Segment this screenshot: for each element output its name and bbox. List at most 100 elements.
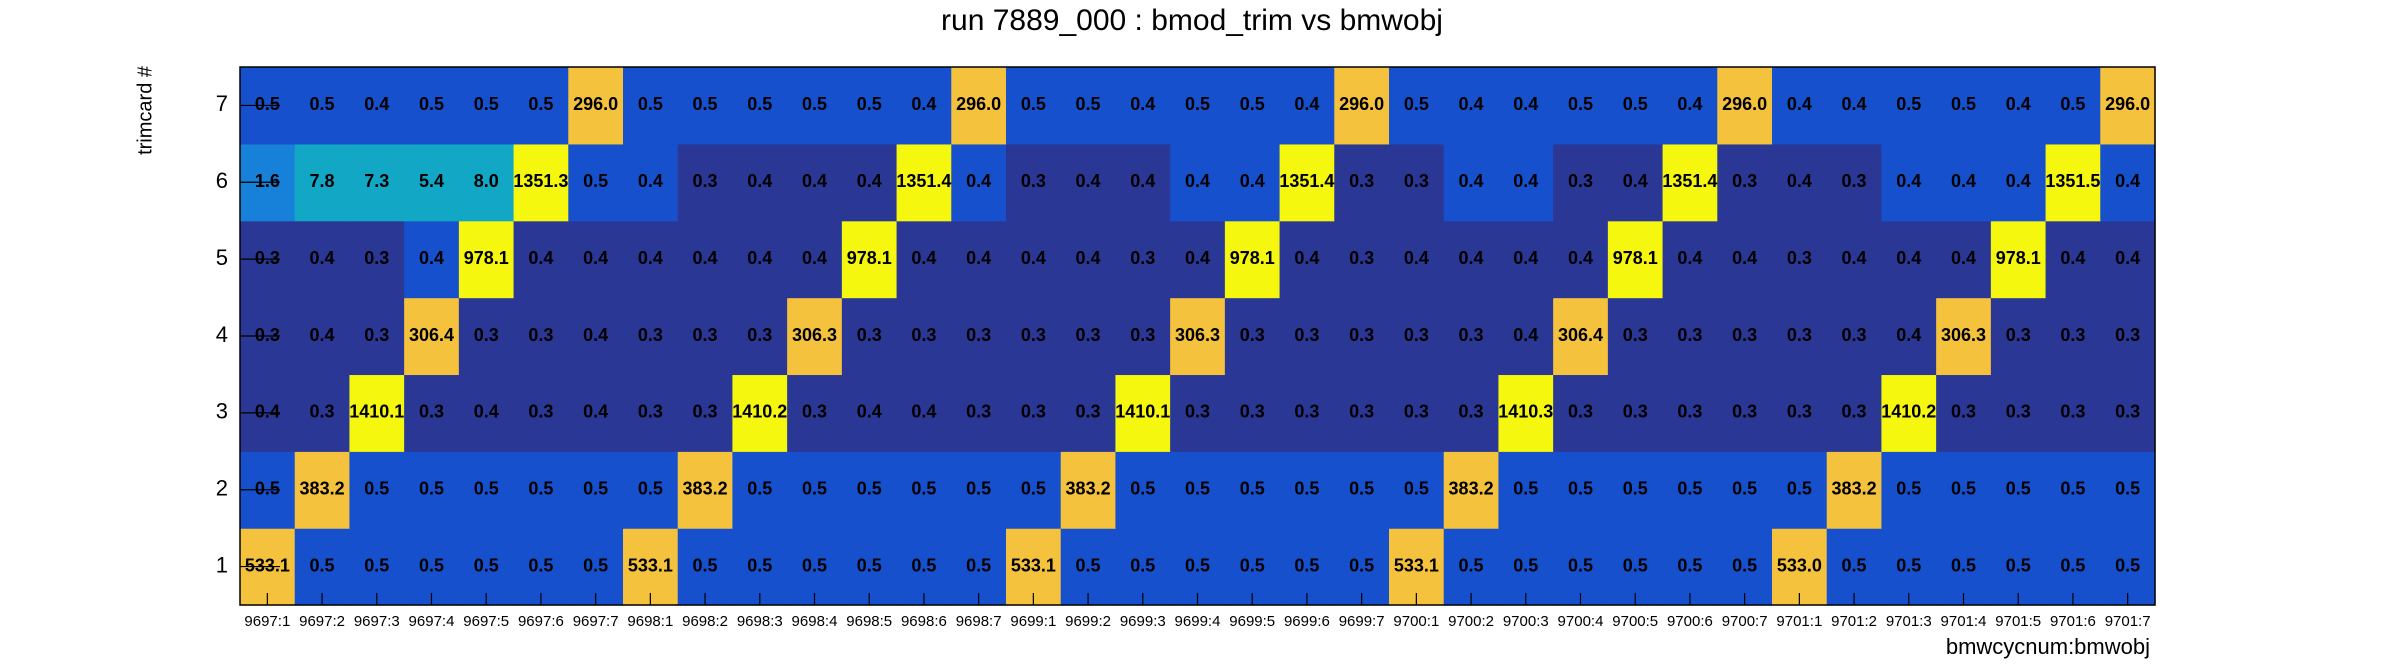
cell — [732, 297, 788, 376]
cell — [1990, 297, 2047, 376]
cell — [896, 67, 952, 145]
y-tick-label: 3 — [216, 399, 228, 424]
cell — [458, 220, 515, 299]
cell — [349, 374, 405, 452]
cell-label: 0.5 — [1130, 478, 1155, 498]
cell-label: 533.1 — [1394, 555, 1439, 575]
cell — [294, 220, 351, 299]
cell-label: 0.3 — [2060, 402, 2085, 422]
cell-label: 0.4 — [1787, 171, 1812, 191]
cell-label: 0.5 — [364, 555, 389, 575]
cell-label: 0.4 — [528, 248, 553, 268]
cell-label: 0.4 — [1623, 171, 1648, 191]
cell — [896, 528, 952, 606]
cell-label: 0.4 — [1459, 171, 1484, 191]
cell — [677, 374, 734, 452]
cell-label: 0.3 — [1787, 248, 1812, 268]
cell — [1772, 297, 1828, 376]
chart-title: run 7889_000 : bmod_trim vs bmwobj — [941, 4, 1443, 37]
cell — [951, 143, 1007, 222]
cell-label: 0.5 — [1568, 94, 1593, 114]
cell-label: 0.5 — [1677, 478, 1702, 498]
cell — [349, 297, 405, 376]
cell-label: 0.5 — [802, 94, 827, 114]
cell — [787, 143, 843, 222]
cell — [1990, 451, 2047, 529]
cell-label: 0.4 — [1513, 325, 1538, 345]
cell-label: 0.4 — [2006, 94, 2031, 114]
cell — [1826, 528, 1883, 606]
cell-label: 0.3 — [1349, 402, 1374, 422]
cell — [1060, 67, 1117, 145]
cell — [1936, 374, 1992, 452]
cell — [787, 451, 843, 529]
x-tick-label: 9697:3 — [354, 613, 400, 630]
cell-label: 0.3 — [1404, 402, 1429, 422]
cell — [1498, 374, 1554, 452]
cell — [2100, 528, 2156, 606]
cell — [1498, 297, 1554, 376]
cell-label: 0.5 — [583, 555, 608, 575]
cell-label: 0.5 — [419, 555, 444, 575]
cell — [1443, 528, 1500, 606]
cell — [1881, 374, 1937, 452]
cell — [2045, 451, 2101, 529]
x-tick-label: 9700:2 — [1448, 613, 1494, 630]
cell-label: 0.5 — [1951, 478, 1976, 498]
cell — [1389, 220, 1445, 299]
cell — [2100, 451, 2156, 529]
cell-label: 0.4 — [1677, 248, 1702, 268]
cell — [294, 67, 351, 145]
cell — [1279, 374, 1335, 452]
cell — [513, 528, 569, 606]
cell-label: 0.3 — [1842, 402, 1867, 422]
cell-label: 0.3 — [1842, 171, 1867, 191]
cell — [677, 220, 734, 299]
cell-label: 0.3 — [1185, 402, 1210, 422]
cell-label: 0.3 — [1677, 325, 1702, 345]
cell-label: 0.4 — [857, 171, 882, 191]
cell-label: 0.4 — [364, 94, 389, 114]
cell — [623, 220, 679, 299]
cell-label: 0.3 — [1076, 325, 1101, 345]
cell-label: 0.5 — [2115, 478, 2140, 498]
cell-label: 0.4 — [1732, 248, 1757, 268]
cell — [1662, 67, 1718, 145]
x-tick-label: 9698:5 — [846, 613, 892, 630]
cell — [1881, 528, 1937, 606]
cell — [1443, 67, 1500, 145]
cell-label: 0.5 — [2006, 478, 2031, 498]
cell-label: 0.3 — [364, 248, 389, 268]
cell-label: 383.2 — [683, 478, 728, 498]
cell — [458, 528, 515, 606]
cell-label: 0.4 — [2115, 248, 2140, 268]
cell-label: 0.4 — [310, 248, 335, 268]
x-tick-label: 9698:6 — [901, 613, 947, 630]
cell-label: 1351.5 — [2045, 171, 2100, 191]
cell — [568, 143, 624, 222]
cell — [513, 220, 569, 299]
cell-label: 0.5 — [1787, 478, 1812, 498]
cell-label: 0.5 — [802, 478, 827, 498]
cell-label: 0.3 — [364, 325, 389, 345]
cell-label: 0.3 — [1240, 402, 1265, 422]
cell-label: 0.5 — [802, 555, 827, 575]
cell-label: 0.5 — [419, 94, 444, 114]
cell-label: 1410.1 — [1115, 402, 1170, 422]
cell-label: 0.4 — [1021, 248, 1046, 268]
cell-label: 0.5 — [1513, 478, 1538, 498]
cell — [1224, 528, 1281, 606]
cell-label: 0.3 — [2060, 325, 2085, 345]
cell-label: 0.5 — [693, 555, 718, 575]
cell-label: 0.4 — [2060, 248, 2085, 268]
cell-label: 0.3 — [1568, 171, 1593, 191]
y-axis-label: trimcard # — [134, 65, 156, 155]
cell — [458, 67, 515, 145]
cell-label: 0.5 — [1459, 555, 1484, 575]
cell — [404, 297, 460, 376]
cell-label: 0.3 — [1677, 402, 1702, 422]
cell-label: 0.5 — [1951, 555, 1976, 575]
cell — [1224, 451, 1281, 529]
cell-label: 0.5 — [528, 555, 553, 575]
cell — [623, 67, 679, 145]
